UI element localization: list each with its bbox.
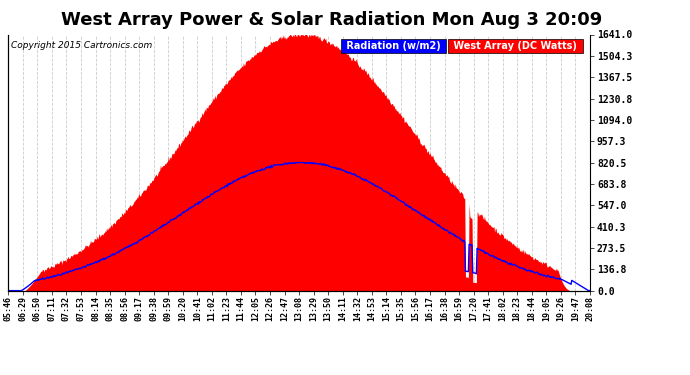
Text: West Array Power & Solar Radiation Mon Aug 3 20:09: West Array Power & Solar Radiation Mon A… xyxy=(61,11,602,29)
Text: Radiation (w/m2): Radiation (w/m2) xyxy=(343,41,444,51)
Text: Copyright 2015 Cartronics.com: Copyright 2015 Cartronics.com xyxy=(11,41,152,50)
Text: West Array (DC Watts): West Array (DC Watts) xyxy=(451,41,580,51)
